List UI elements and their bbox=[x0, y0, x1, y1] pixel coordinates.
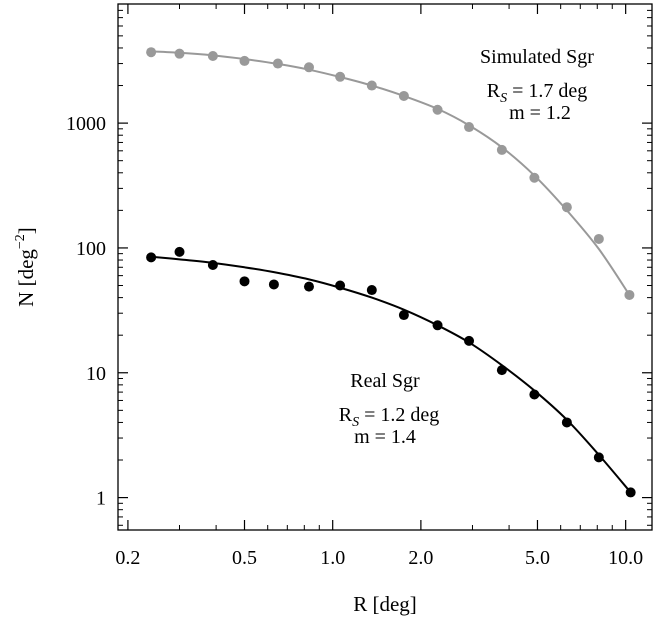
simulated-data-point bbox=[464, 122, 475, 133]
annotation-real-m: m = 1.4 bbox=[354, 426, 416, 448]
real-data-point bbox=[146, 252, 157, 263]
y-axis-label-base: N [deg bbox=[14, 249, 38, 307]
y-tick-label: 1000 bbox=[66, 113, 106, 135]
x-tick-label: 2.0 bbox=[408, 547, 433, 569]
real-data-point bbox=[398, 310, 409, 321]
simulated-data-point bbox=[146, 47, 157, 58]
simulated-data-point bbox=[432, 104, 443, 115]
x-tick-label: 5.0 bbox=[525, 547, 550, 569]
y-axis-label-exponent: −2 bbox=[13, 234, 28, 249]
y-tick-label: 1 bbox=[96, 488, 106, 510]
annotation-real-title: Real Sgr bbox=[350, 370, 420, 392]
real-data-point bbox=[561, 417, 572, 428]
y-tick-label: 10 bbox=[86, 363, 106, 385]
annotation-simulated-scale-radius: RS = 1.7 deg bbox=[487, 80, 588, 106]
simulated-fit-curve bbox=[151, 50, 631, 296]
real-fit-curve bbox=[151, 255, 632, 494]
simulated-data-point bbox=[239, 55, 250, 66]
real-data-point bbox=[496, 365, 507, 376]
x-tick-label: 1.0 bbox=[320, 547, 345, 569]
real-data-point bbox=[207, 260, 218, 271]
real-data-point bbox=[593, 452, 604, 463]
x-tick-label: 10.0 bbox=[608, 547, 643, 569]
y-axis-label-close: ] bbox=[14, 227, 38, 234]
simulated-data-point bbox=[561, 202, 572, 213]
y-tick-label: 100 bbox=[76, 238, 106, 260]
real-data-point bbox=[529, 389, 540, 400]
x-axis-label: R [deg] bbox=[353, 592, 417, 616]
real-data-point bbox=[464, 335, 475, 346]
x-tick-label: 0.5 bbox=[232, 547, 257, 569]
real-data-point bbox=[366, 285, 377, 296]
data-points bbox=[146, 47, 636, 498]
simulated-data-point bbox=[624, 289, 635, 300]
real-data-point bbox=[625, 487, 636, 498]
annotation-simulated-m: m = 1.2 bbox=[509, 102, 571, 124]
real-data-point bbox=[174, 246, 185, 257]
x-tick-label: 0.2 bbox=[115, 547, 140, 569]
real-data-point bbox=[335, 280, 346, 291]
real-data-point bbox=[432, 320, 443, 331]
axis-ticks: 0.2 0.5 1.0 2.0 5.0 10.0 1 10 100 1000 bbox=[66, 3, 652, 569]
simulated-data-point bbox=[529, 172, 540, 183]
simulated-data-point bbox=[335, 71, 346, 82]
annotation-real-scale-radius: RS = 1.2 deg bbox=[339, 404, 440, 430]
real-data-point bbox=[268, 279, 279, 290]
annotation-simulated-title: Simulated Sgr bbox=[480, 46, 594, 68]
simulated-data-point bbox=[207, 50, 218, 61]
simulated-data-point bbox=[398, 90, 409, 101]
real-data-point bbox=[303, 281, 314, 292]
real-data-point bbox=[239, 276, 250, 287]
simulated-data-point bbox=[496, 144, 507, 155]
simulated-data-point bbox=[366, 80, 377, 91]
fit-curves bbox=[151, 50, 632, 494]
y-axis-label: N [deg−2] bbox=[13, 227, 38, 307]
simulated-data-point bbox=[174, 48, 185, 59]
simulated-data-point bbox=[593, 233, 604, 244]
simulated-data-point bbox=[303, 62, 314, 73]
simulated-data-point bbox=[272, 58, 283, 69]
